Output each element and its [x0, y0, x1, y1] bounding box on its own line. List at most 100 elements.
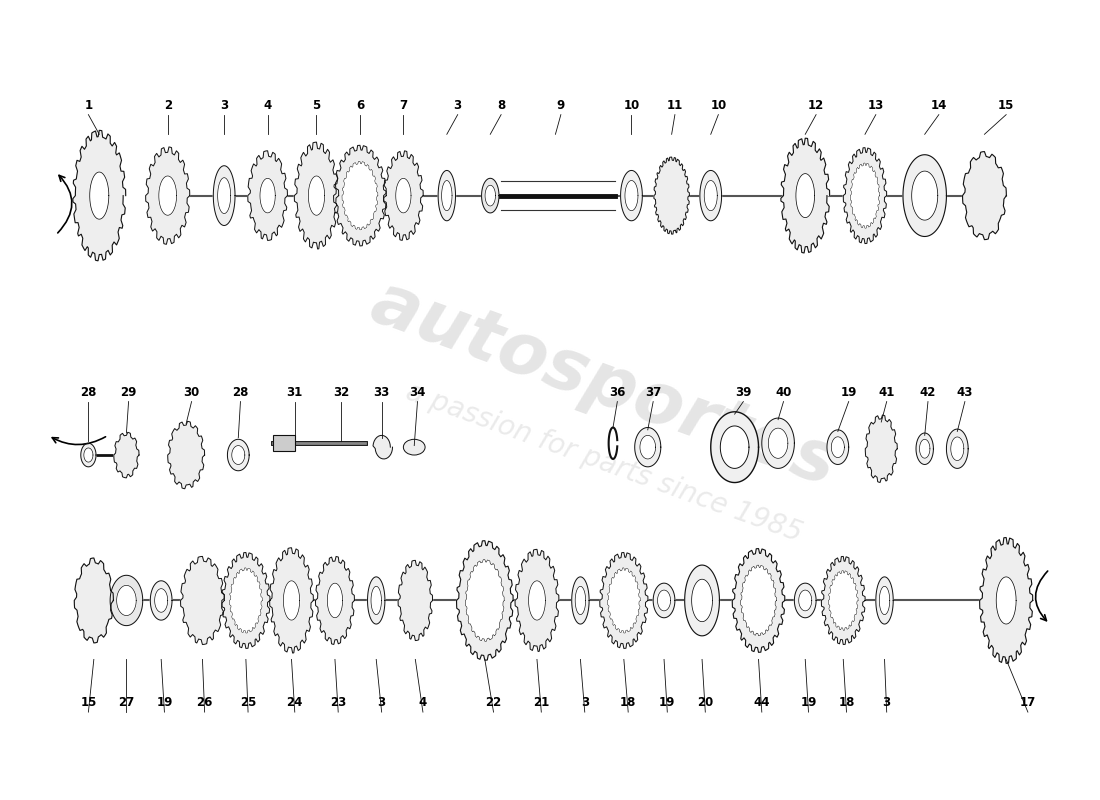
Polygon shape [167, 422, 205, 489]
Text: 34: 34 [409, 386, 426, 398]
Text: 27: 27 [119, 696, 134, 709]
Polygon shape [180, 557, 224, 645]
Text: 44: 44 [754, 696, 770, 709]
Polygon shape [308, 176, 324, 215]
Polygon shape [371, 586, 382, 614]
Text: 24: 24 [287, 696, 303, 709]
Text: 10: 10 [711, 98, 726, 112]
Text: 4: 4 [419, 696, 427, 709]
Polygon shape [962, 151, 1006, 240]
Polygon shape [850, 163, 880, 228]
Polygon shape [438, 170, 455, 221]
Polygon shape [781, 138, 829, 253]
Polygon shape [946, 429, 968, 468]
Polygon shape [515, 550, 559, 651]
Polygon shape [822, 557, 865, 645]
Text: 12: 12 [808, 98, 824, 112]
Polygon shape [700, 170, 722, 221]
Polygon shape [620, 170, 642, 221]
Polygon shape [456, 541, 513, 660]
Polygon shape [720, 426, 749, 468]
Polygon shape [316, 557, 354, 645]
Polygon shape [832, 437, 845, 458]
Polygon shape [794, 583, 816, 618]
Text: 4: 4 [264, 98, 272, 112]
Polygon shape [232, 446, 245, 465]
Text: 19: 19 [801, 696, 816, 709]
Polygon shape [796, 174, 815, 218]
Polygon shape [384, 151, 424, 240]
Text: 2: 2 [164, 98, 172, 112]
Polygon shape [260, 178, 275, 213]
Text: 23: 23 [330, 696, 346, 709]
Polygon shape [90, 172, 109, 219]
Text: 21: 21 [534, 696, 549, 709]
Polygon shape [950, 437, 964, 461]
Polygon shape [398, 560, 432, 641]
Text: 3: 3 [377, 696, 386, 709]
Polygon shape [213, 166, 235, 226]
Text: a passion for parts since 1985: a passion for parts since 1985 [403, 378, 806, 548]
Polygon shape [997, 577, 1016, 624]
Text: 41: 41 [879, 386, 895, 398]
Polygon shape [733, 549, 784, 652]
Circle shape [404, 439, 425, 455]
Text: 40: 40 [776, 386, 792, 398]
Text: 1: 1 [85, 98, 92, 112]
Polygon shape [342, 162, 378, 230]
Text: 37: 37 [645, 386, 661, 398]
Text: 19: 19 [840, 386, 857, 398]
Polygon shape [658, 590, 671, 611]
Polygon shape [75, 558, 113, 643]
Text: 18: 18 [620, 696, 637, 709]
Text: 28: 28 [80, 386, 97, 398]
Polygon shape [635, 427, 661, 467]
Text: 13: 13 [868, 98, 884, 112]
Polygon shape [920, 439, 929, 458]
Polygon shape [572, 577, 590, 624]
Polygon shape [740, 565, 777, 636]
Text: 11: 11 [667, 98, 683, 112]
Polygon shape [575, 586, 585, 614]
Polygon shape [600, 553, 648, 649]
Polygon shape [222, 553, 270, 649]
Polygon shape [692, 579, 713, 622]
Polygon shape [117, 586, 136, 615]
Polygon shape [640, 435, 656, 459]
Polygon shape [607, 568, 640, 633]
Polygon shape [367, 577, 385, 624]
Polygon shape [73, 130, 125, 261]
Text: 36: 36 [609, 386, 626, 398]
Text: 6: 6 [355, 98, 364, 112]
Text: 3: 3 [220, 98, 228, 112]
Polygon shape [980, 538, 1033, 663]
Polygon shape [218, 178, 231, 214]
Polygon shape [528, 581, 546, 620]
Polygon shape [653, 583, 675, 618]
Polygon shape [879, 586, 890, 614]
Polygon shape [284, 581, 299, 620]
Polygon shape [328, 583, 342, 618]
Text: 18: 18 [838, 696, 855, 709]
Text: 31: 31 [287, 386, 303, 398]
Polygon shape [110, 575, 143, 626]
Text: 19: 19 [659, 696, 675, 709]
Text: 17: 17 [1020, 696, 1036, 709]
Polygon shape [866, 415, 898, 482]
Polygon shape [799, 590, 812, 611]
Text: 15: 15 [80, 696, 97, 709]
Text: 19: 19 [156, 696, 173, 709]
Polygon shape [230, 568, 262, 633]
Text: 32: 32 [333, 386, 350, 398]
Polygon shape [80, 443, 96, 467]
Polygon shape [916, 433, 934, 465]
Polygon shape [828, 570, 858, 630]
Polygon shape [704, 181, 717, 210]
Polygon shape [84, 448, 94, 462]
Polygon shape [711, 412, 759, 482]
Text: 43: 43 [957, 386, 974, 398]
Polygon shape [844, 148, 887, 243]
Text: 3: 3 [581, 696, 589, 709]
Text: 25: 25 [240, 696, 256, 709]
Bar [273, 435, 295, 451]
